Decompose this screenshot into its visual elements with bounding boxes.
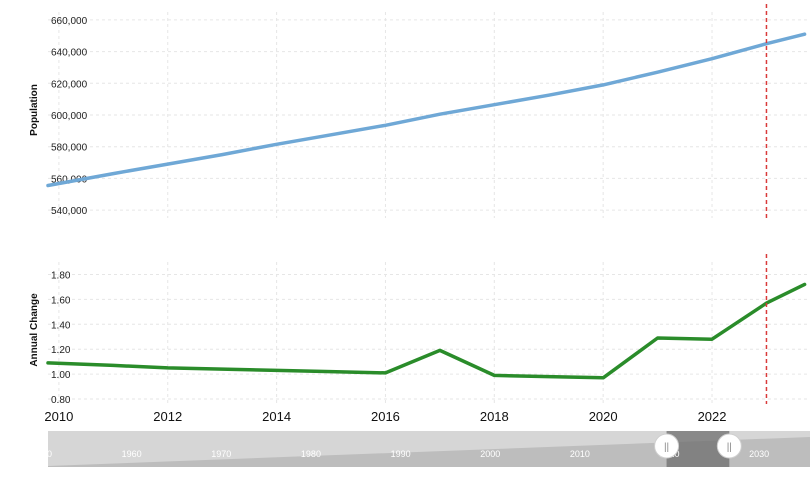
y-tick-label: 640,000 <box>51 48 88 59</box>
y-tick-label: 620,000 <box>51 79 88 90</box>
navigator-tick-label: 1950 <box>32 449 52 459</box>
y-axis-label: Population <box>29 84 40 136</box>
navigator-left-handle[interactable] <box>654 433 680 459</box>
y-tick-label: 1.00 <box>51 370 71 381</box>
navigator-tick-label: 2000 <box>480 449 500 459</box>
y-tick-label: 600,000 <box>51 111 88 122</box>
x-tick-label: 2010 <box>44 409 73 424</box>
y-tick-label: 580,000 <box>51 143 88 154</box>
navigator-tick-label: 2030 <box>749 449 769 459</box>
x-tick-label: 2016 <box>371 409 400 424</box>
y-tick-label: 1.80 <box>51 270 71 281</box>
navigator-tick-label: 1980 <box>301 449 321 459</box>
y-tick-label: 1.40 <box>51 320 71 331</box>
x-tick-label: 2020 <box>589 409 618 424</box>
y-tick-label: 540,000 <box>51 206 88 217</box>
series-line <box>46 282 807 380</box>
y-tick-label: 0.80 <box>51 395 71 406</box>
navigator-tick-label: 1960 <box>122 449 142 459</box>
y-tick-label: 1.60 <box>51 295 71 306</box>
navigator-tick-label: 1990 <box>391 449 411 459</box>
navigator-area <box>48 437 810 467</box>
handle-grip-icon: || <box>727 442 732 453</box>
y-tick-label: 1.20 <box>51 345 71 356</box>
x-tick-label: 2012 <box>153 409 182 424</box>
navigator-tick-label: 2010 <box>570 449 590 459</box>
x-tick-label: 2022 <box>698 409 727 424</box>
handle-grip-icon: || <box>664 442 669 453</box>
series-line <box>46 32 807 188</box>
navigator-tick-label: 1970 <box>211 449 231 459</box>
y-tick-label: 660,000 <box>51 16 88 27</box>
x-tick-label: 2014 <box>262 409 291 424</box>
navigator-right-handle[interactable] <box>716 433 742 459</box>
y-axis-label: Annual Change <box>29 293 40 367</box>
x-tick-label: 2018 <box>480 409 509 424</box>
